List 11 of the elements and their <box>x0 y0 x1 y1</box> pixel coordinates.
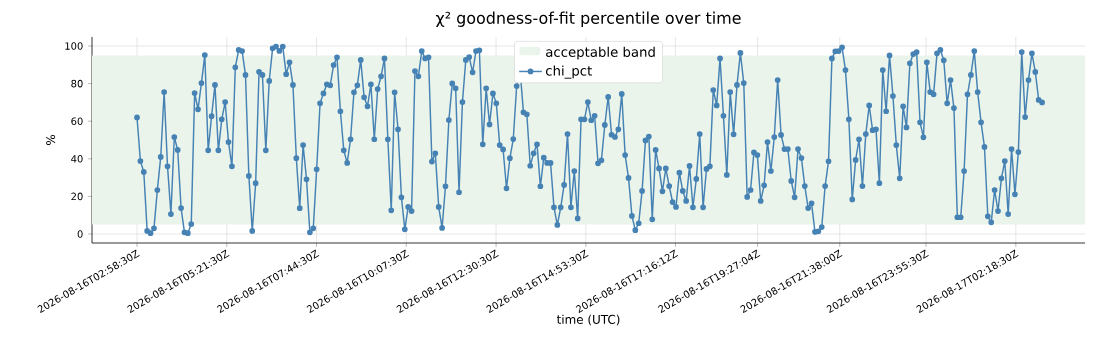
y-tick-label: 100 <box>65 42 83 50</box>
x-axis-title: time (UTC) <box>556 314 620 326</box>
legend-label: chi_pct <box>545 65 592 79</box>
y-tick-label: 0 <box>77 230 83 238</box>
band-label: acceptable band <box>546 46 655 60</box>
y-axis-title: % <box>46 134 56 146</box>
y-tick-label: 60 <box>71 117 83 125</box>
y-tick-label: 40 <box>71 155 83 163</box>
y-tick-label: 20 <box>71 192 83 201</box>
chart-title: χ² goodness-of-fit percentile over time <box>435 11 741 27</box>
y-tick-label: 80 <box>71 79 83 88</box>
